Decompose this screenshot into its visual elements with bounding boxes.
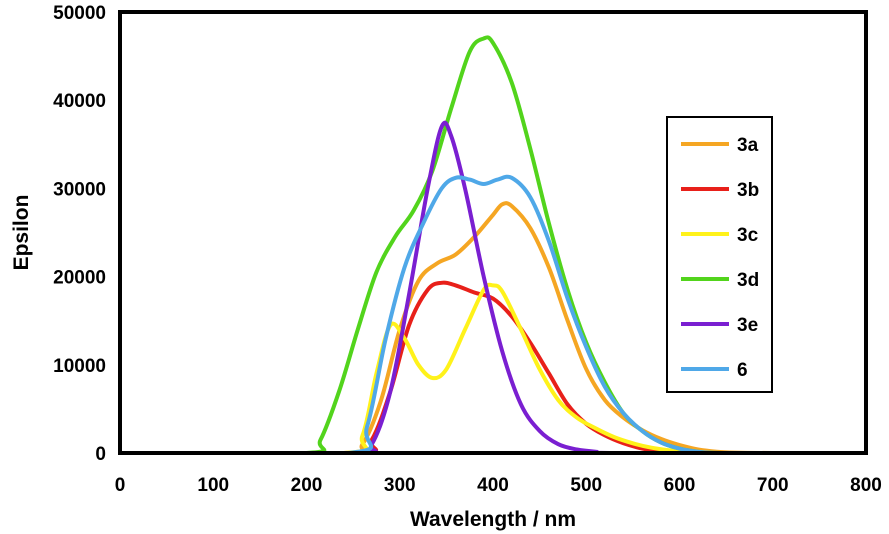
x-tick-label: 0 (115, 475, 126, 496)
legend-label-6: 6 (737, 360, 748, 381)
legend-box (666, 116, 773, 393)
legend-label-3e: 3e (737, 315, 758, 336)
legend: 3a 3b 3c 3d 3e 6 (666, 116, 773, 393)
legend-label-3d: 3d (737, 270, 759, 291)
x-tick-label: 300 (384, 475, 416, 496)
y-tick-label: 0 (95, 444, 106, 465)
series-lines (118, 35, 868, 456)
x-tick-label: 700 (757, 475, 789, 496)
x-tick-label: 500 (570, 475, 602, 496)
y-tick-label: 10000 (53, 356, 106, 377)
series-line-6 (118, 174, 868, 456)
x-axis-tick-labels: 0 100 200 300 400 500 600 700 800 (115, 475, 882, 496)
plot-frame (118, 10, 868, 455)
legend-label-3a: 3a (737, 135, 759, 156)
x-tick-label: 200 (291, 475, 323, 496)
x-tick-label: 600 (664, 475, 696, 496)
y-axis-tick-labels: 0 10000 20000 30000 40000 50000 (53, 3, 106, 465)
y-tick-label: 20000 (53, 268, 106, 289)
series-line-3a (118, 201, 868, 456)
x-tick-label: 400 (477, 475, 509, 496)
legend-label-3b: 3b (737, 180, 759, 201)
y-axis-title: Epsilon (10, 195, 33, 271)
y-tick-label: 40000 (53, 91, 106, 112)
y-tick-label: 50000 (53, 3, 106, 24)
y-tick-label: 30000 (53, 179, 106, 200)
x-axis-title: Wavelength / nm (410, 508, 576, 531)
x-tick-label: 100 (197, 475, 229, 496)
x-tick-label: 800 (850, 475, 882, 496)
legend-label-3c: 3c (737, 225, 759, 246)
